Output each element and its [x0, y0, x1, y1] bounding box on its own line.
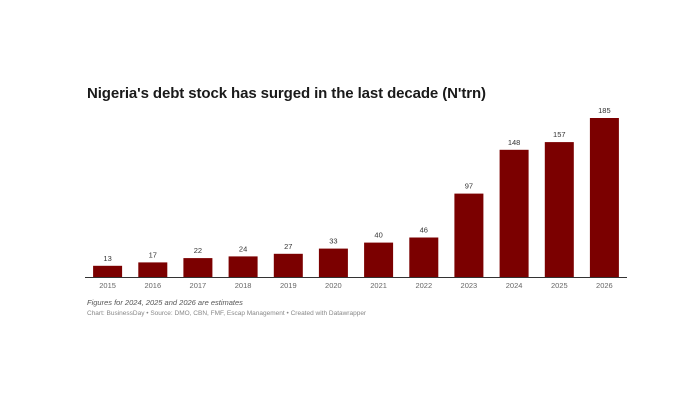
value-label-2024: 148	[508, 138, 521, 147]
x-tick-label-2019: 2019	[280, 281, 297, 290]
value-label-2019: 27	[284, 242, 292, 251]
bars-group	[93, 118, 619, 277]
x-tick-label-2018: 2018	[235, 281, 252, 290]
value-label-2015: 13	[103, 254, 111, 263]
bar-2019	[273, 253, 303, 277]
value-label-2022: 46	[420, 226, 428, 235]
bar-2025	[544, 142, 574, 277]
bar-2017	[183, 258, 213, 277]
bar-2023	[454, 193, 484, 277]
bar-2018	[228, 256, 258, 277]
bar-2021	[364, 242, 394, 277]
value-label-2025: 157	[553, 130, 566, 139]
value-label-2026: 185	[598, 106, 611, 115]
x-tick-labels-group: 2015 2016 2017 2018 2019 2020 2021 2022 2023 2024…	[99, 281, 612, 290]
x-tick-label-2015: 2015	[99, 281, 116, 290]
value-labels-group: 13 17 22 24 27 33 40 46 97 148 157 185	[103, 106, 610, 263]
x-tick-label-2016: 2016	[144, 281, 161, 290]
x-tick-label-2020: 2020	[325, 281, 342, 290]
bar-2022	[409, 237, 439, 277]
bar-2015	[93, 265, 123, 277]
bar-2016	[138, 262, 168, 277]
value-label-2023: 97	[465, 182, 473, 191]
x-tick-label-2022: 2022	[415, 281, 432, 290]
x-tick-label-2023: 2023	[461, 281, 478, 290]
x-tick-label-2021: 2021	[370, 281, 387, 290]
chart-title: Nigeria's debt stock has surged in the l…	[87, 85, 486, 102]
bar-2024	[499, 149, 529, 277]
value-label-2017: 22	[194, 246, 202, 255]
x-tick-label-2017: 2017	[190, 281, 207, 290]
x-tick-label-2024: 2024	[506, 281, 523, 290]
value-label-2020: 33	[329, 237, 337, 246]
chart-credit: Chart: BusinessDay • Source: DMO, CBN, F…	[87, 310, 367, 317]
bar-2026	[589, 118, 619, 277]
value-label-2021: 40	[374, 231, 382, 240]
x-tick-label-2026: 2026	[596, 281, 613, 290]
value-label-2018: 24	[239, 244, 247, 253]
bar-2020	[318, 248, 348, 277]
x-tick-label-2025: 2025	[551, 281, 568, 290]
chart-note: Figures for 2024, 2025 and 2026 are esti…	[87, 298, 243, 307]
value-label-2016: 17	[149, 250, 157, 259]
